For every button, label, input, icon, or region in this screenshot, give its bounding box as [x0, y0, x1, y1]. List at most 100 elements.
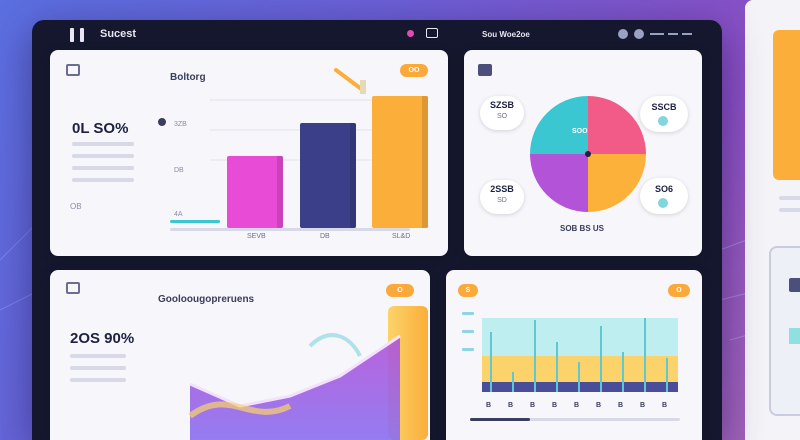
scroll-track	[470, 418, 680, 421]
bar-shade	[422, 96, 428, 228]
bar-chart: 3ZB DB 4A SEVB DB SL&D	[174, 96, 428, 240]
hist-spike	[644, 318, 646, 392]
hist-legend-tick	[462, 348, 474, 351]
bar	[227, 156, 283, 228]
breadcrumb: Sou Woe2oe	[482, 30, 530, 39]
pie-bubble: SO6	[640, 178, 688, 214]
options-pill[interactable]: S	[458, 284, 478, 297]
histogram-card[interactable]: S O B B B B B B B B B	[446, 270, 702, 440]
pie-slice	[588, 154, 646, 212]
options-pill[interactable]: OO	[400, 64, 428, 77]
x-tick-label: B	[508, 402, 514, 409]
y-tick-label: 4A	[174, 211, 183, 218]
x-tick-label: B	[618, 402, 624, 409]
pie-bubble-label: SO6	[654, 184, 673, 194]
bar-shade	[277, 156, 283, 228]
text-line	[70, 354, 126, 358]
legend-line	[170, 220, 220, 223]
x-tick-label: B	[640, 402, 646, 409]
hist-legend-tick	[462, 330, 474, 333]
hist-spike	[666, 358, 668, 392]
pie-inner-label: SOO	[572, 128, 588, 135]
hist-spike	[490, 332, 492, 392]
pie-chart	[530, 96, 646, 212]
scroll-track	[170, 228, 410, 231]
app-title: Sucest	[100, 28, 137, 40]
hist-spike	[600, 326, 602, 392]
side-card-fill	[789, 328, 800, 344]
side-panel	[745, 0, 800, 440]
hist-spike	[556, 342, 558, 392]
side-card-icon	[789, 278, 800, 292]
x-tick-label: DB	[320, 233, 330, 240]
pie-bubble-sub: SD	[497, 197, 507, 204]
y-tick-label: DB	[174, 167, 184, 174]
pie-slice	[588, 96, 646, 154]
pie-bubble-label: 2SSB	[490, 184, 514, 194]
stat-value: 0L SO%	[72, 120, 129, 137]
side-orange-block	[773, 30, 800, 180]
window-icon[interactable]	[426, 28, 438, 38]
pie-bubble-dot	[658, 198, 668, 208]
hist-spike	[622, 352, 624, 392]
pause-icon[interactable]	[70, 28, 74, 42]
side-line	[779, 196, 800, 200]
avatar-icon[interactable]	[634, 29, 644, 39]
hist-spike	[512, 372, 514, 392]
pointer-icon	[334, 68, 366, 94]
top-bar: Sucest Sou Woe2oe	[32, 20, 722, 50]
text-line	[72, 142, 134, 146]
x-tick-label: B	[596, 402, 602, 409]
hist-spike	[578, 362, 580, 392]
x-tick-label: B	[574, 402, 580, 409]
pie-center	[585, 151, 591, 157]
card-title: Boltorg	[170, 72, 206, 83]
card-icon	[66, 64, 80, 76]
x-tick-label: B	[530, 402, 536, 409]
text-line	[72, 178, 134, 182]
area-chart-card[interactable]: Gooloougopreruens O 2OS 90%	[50, 270, 430, 440]
bar	[300, 123, 356, 228]
pie-chart-card[interactable]: SZSB SO SSCB 2SSB SD SO6 SOO SOB BS US	[464, 50, 702, 256]
bar	[372, 96, 428, 228]
pause-icon[interactable]	[80, 28, 84, 42]
area-chart	[188, 306, 428, 440]
side-card[interactable]	[769, 246, 800, 416]
menu-icon[interactable]	[668, 33, 678, 35]
text-line	[72, 154, 134, 158]
text-line	[72, 166, 134, 170]
avatar-icon[interactable]	[618, 29, 628, 39]
x-tick-label: B	[662, 402, 668, 409]
menu-icon[interactable]	[682, 33, 692, 35]
pie-bubble: 2SSB SD	[480, 180, 524, 214]
pie-bubble: SSCB	[640, 96, 688, 132]
stat-value: 2OS 90%	[70, 330, 135, 347]
card-title: Gooloougopreruens	[158, 294, 255, 305]
y-tick-label: 3ZB	[174, 121, 187, 128]
pie-bubble-sub: SO	[496, 113, 508, 120]
pie-footer: SOB BS US	[560, 224, 605, 233]
card-icon	[66, 282, 80, 294]
options-pill[interactable]: O	[668, 284, 690, 297]
options-pill[interactable]: O	[386, 284, 414, 297]
x-tick-label: B	[486, 402, 492, 409]
card-icon	[478, 64, 492, 76]
bar-chart-card[interactable]: Boltorg OO 0L SO% OB 3ZB DB 4A SEVB DB SL&D	[50, 50, 448, 256]
menu-icon[interactable]	[650, 33, 664, 35]
pie-bubble-label: SZSB	[489, 100, 514, 110]
text-line	[70, 378, 126, 382]
pie-bubble-label: SSCB	[651, 102, 677, 112]
scroll-thumb[interactable]	[470, 418, 530, 421]
hist-legend-tick	[462, 312, 474, 315]
bar-shade	[350, 123, 356, 228]
side-label: OB	[70, 202, 82, 211]
histogram-chart	[462, 312, 678, 392]
hist-bg-area	[482, 318, 678, 356]
pie-slice	[530, 96, 588, 154]
text-line	[70, 366, 126, 370]
x-tick-label: B	[552, 402, 558, 409]
pie-bubble-dot	[658, 116, 668, 126]
notification-dot	[407, 30, 414, 37]
hist-spike	[534, 320, 536, 392]
